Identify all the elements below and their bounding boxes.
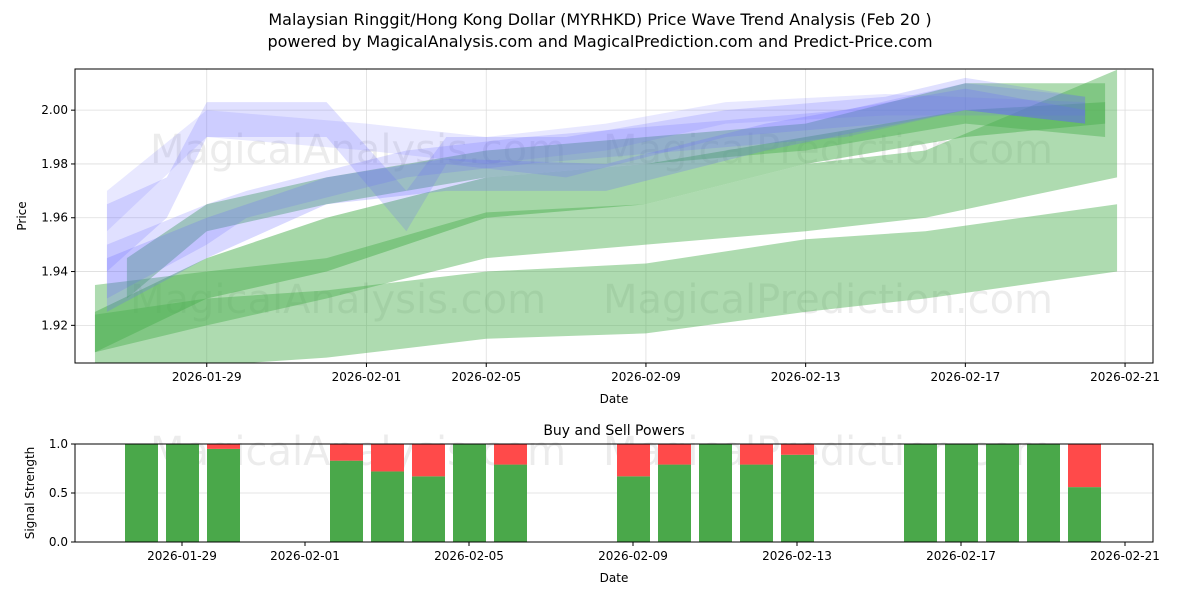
buy-bar (330, 460, 363, 542)
buy-bar (371, 471, 404, 542)
plot-frame (74, 443, 1154, 543)
subchart-title: Buy and Sell Powers (543, 423, 684, 439)
x-tick-label: 2026-02-13 (771, 370, 841, 384)
y-tick-label: 0.5 (49, 486, 68, 500)
buy-bar (494, 464, 527, 542)
y-tick-label: 1.94 (41, 265, 68, 279)
x-tick-label: 2026-02-05 (434, 549, 504, 563)
buy-bar (207, 448, 240, 542)
sell-bar (658, 444, 691, 465)
chart-subtitle: powered by MagicalAnalysis.com and Magic… (267, 32, 933, 51)
x-tick-label: 2026-02-05 (451, 370, 521, 384)
sell-bar (781, 444, 814, 455)
buy-bar (1027, 444, 1060, 542)
x-tick-label: 2026-01-29 (172, 370, 242, 384)
buy-bar (740, 464, 773, 542)
green-wave-band (94, 69, 1118, 353)
x-tick-label: 2026-02-17 (926, 549, 996, 563)
buy-bar (166, 444, 199, 542)
x-tick-label: 2026-02-01 (270, 549, 340, 563)
sell-bar (330, 444, 363, 461)
x-tick-label: 2026-02-01 (332, 370, 402, 384)
buy-bar (904, 444, 937, 542)
buy-bar (658, 464, 691, 542)
sell-bar (740, 444, 773, 465)
y-tick-label: 2.00 (41, 103, 68, 117)
y-tick-label: 0.0 (49, 535, 68, 549)
blue-wave-band (106, 94, 1086, 232)
x-tick-label: 2026-02-17 (930, 370, 1000, 384)
blue-wave-band (106, 88, 1086, 312)
y-tick-label: 1.98 (41, 157, 68, 171)
sell-bar (494, 444, 527, 465)
watermark: MagicalPrediction.com (603, 277, 1053, 323)
y-axis-label: Signal Strength (23, 447, 37, 540)
blue-wave-band (106, 83, 1086, 299)
buy-bar (617, 476, 650, 542)
x-tick-label: 2026-02-21 (1090, 549, 1160, 563)
sell-bar (412, 444, 445, 477)
y-tick-label: 1.96 (41, 211, 68, 225)
buy-bar (699, 444, 732, 542)
x-tick-label: 2026-02-09 (598, 549, 668, 563)
sell-bar (617, 444, 650, 477)
sell-bar (207, 444, 240, 449)
x-tick-label: 2026-02-21 (1090, 370, 1160, 384)
buy-bar (125, 444, 158, 542)
plot-frame (74, 68, 1154, 364)
buy-bar (945, 444, 978, 542)
y-tick-label: 1.0 (49, 437, 68, 451)
green-wave-band (94, 204, 1118, 363)
green-wave-band (126, 83, 1106, 299)
x-tick-label: 2026-02-09 (611, 370, 681, 384)
green-wave-band (94, 102, 1106, 353)
buy-bar (781, 454, 814, 542)
buy-bar (986, 444, 1019, 542)
sell-bar (371, 444, 404, 472)
y-axis-label: Price (15, 201, 29, 230)
buy-bar (453, 444, 486, 542)
watermark: MagicalAnalysis.com (150, 127, 566, 173)
buy-bar (1068, 487, 1101, 542)
x-tick-label: 2026-01-29 (147, 549, 217, 563)
x-tick-label: 2026-02-13 (762, 549, 832, 563)
blue-wave-band (106, 77, 1086, 272)
sell-bar (1068, 444, 1101, 488)
x-axis-label: Date (600, 392, 629, 406)
x-axis-label: Date (600, 571, 629, 585)
y-tick-label: 1.92 (41, 318, 68, 332)
buy-bar (412, 476, 445, 542)
chart-title: Malaysian Ringgit/Hong Kong Dollar (MYRH… (268, 10, 932, 29)
